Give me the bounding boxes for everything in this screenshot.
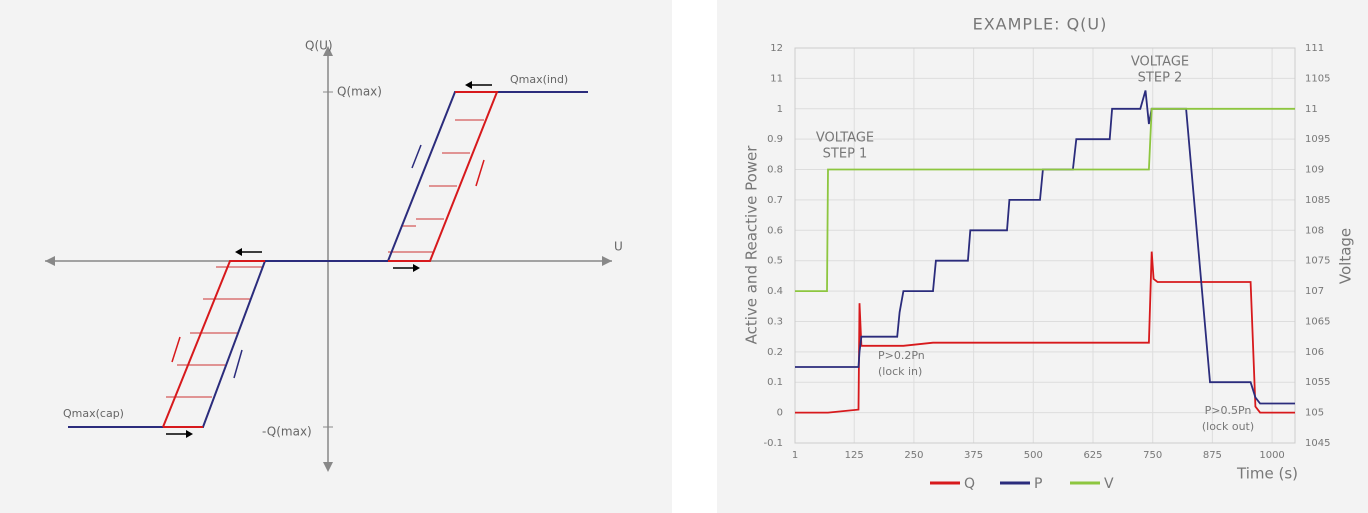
x-tick-label: 1000	[1259, 450, 1284, 461]
y2-tick-label: 1075	[1305, 256, 1330, 267]
x-axis-title: Time (s)	[1236, 465, 1298, 483]
annotation: VOLTAGE	[1131, 55, 1189, 70]
annotation: STEP 1	[823, 147, 868, 162]
x-axis-label: U	[614, 240, 623, 254]
x-tick-label: 125	[845, 450, 864, 461]
y2-tick-label: 1095	[1305, 134, 1330, 145]
plot-frame	[794, 47, 1296, 444]
y-tick-label: 0	[777, 408, 783, 419]
annotation: STEP 2	[1138, 71, 1183, 86]
y-tick-label: 0.1	[767, 377, 783, 388]
y2-tick-label: 1085	[1305, 195, 1330, 206]
y2-tick-label: 1065	[1305, 316, 1330, 327]
annotation: (lock out)	[1202, 420, 1254, 433]
neg-qmax-label: -Q(max)	[262, 425, 312, 439]
y-axis-label: Q(U)	[305, 39, 333, 53]
series-line	[795, 107, 1295, 292]
chart-title: EXAMPLE: Q(U)	[973, 15, 1108, 34]
y2-tick-label: 11	[1305, 104, 1318, 115]
y2-tick-label: 105	[1305, 408, 1324, 419]
legend-label: V	[1104, 476, 1114, 492]
arrow-head	[323, 46, 333, 56]
y-tick-label: 0.4	[767, 286, 783, 297]
x-tick-label: 750	[1143, 450, 1162, 461]
legend-label: Q	[964, 476, 975, 492]
y-tick-label: 1	[777, 104, 783, 115]
y2-tick-label: 1055	[1305, 377, 1330, 388]
x-tick-label: 1	[792, 450, 798, 461]
ind-label: Qmax(ind)	[510, 73, 568, 86]
qmax-label: Q(max)	[337, 85, 382, 99]
annotation: VOLTAGE	[816, 131, 874, 146]
y-axis-title: Active and Reactive Power	[743, 145, 761, 345]
y2-tick-label: 106	[1305, 347, 1324, 358]
arrow-head	[45, 256, 55, 266]
series-line	[795, 251, 1295, 414]
x-tick-label: 875	[1203, 450, 1222, 461]
left-panel	[0, 0, 672, 513]
y-tick-label: 0.2	[767, 347, 783, 358]
y2-tick-label: 109	[1305, 165, 1324, 176]
y-tick-label: 12	[770, 43, 783, 54]
y2-tick-label: 1045	[1305, 438, 1330, 449]
legend-label: P	[1034, 476, 1042, 492]
y2-tick-label: 108	[1305, 225, 1324, 236]
y2-tick-label: 111	[1305, 43, 1324, 54]
y-tick-label: 0.6	[767, 225, 783, 236]
y2-axis-title: Voltage	[1337, 228, 1355, 284]
y-tick-label: -0.1	[763, 438, 783, 449]
y2-tick-label: 107	[1305, 286, 1324, 297]
hysteresis-red	[162, 260, 265, 428]
x-tick-label: 500	[1024, 450, 1043, 461]
y-tick-label: 11	[770, 73, 783, 84]
arrow-head	[323, 462, 333, 472]
x-tick-label: 375	[964, 450, 983, 461]
right-panel	[717, 0, 1368, 513]
y-tick-label: 0.3	[767, 316, 783, 327]
y-tick-label: 0.7	[767, 195, 783, 206]
y-tick-label: 0.9	[767, 134, 783, 145]
x-tick-label: 250	[904, 450, 923, 461]
annotation: P>0.2Pn	[878, 349, 925, 362]
hysteresis-diagram: Q(U) U Q(max) -Q(max) Qmax(ind) Qmax(cap…	[45, 39, 623, 472]
x-tick-label: 625	[1083, 450, 1102, 461]
arrow-head	[602, 256, 612, 266]
annotation: (lock in)	[878, 365, 922, 378]
cap-label: Qmax(cap)	[63, 407, 124, 420]
y2-tick-label: 1105	[1305, 73, 1330, 84]
annotation: P>0.5Pn	[1205, 404, 1252, 417]
hysteresis-red	[388, 91, 499, 262]
y-tick-label: 0.5	[767, 256, 783, 267]
y-tick-label: 0.8	[767, 165, 783, 176]
